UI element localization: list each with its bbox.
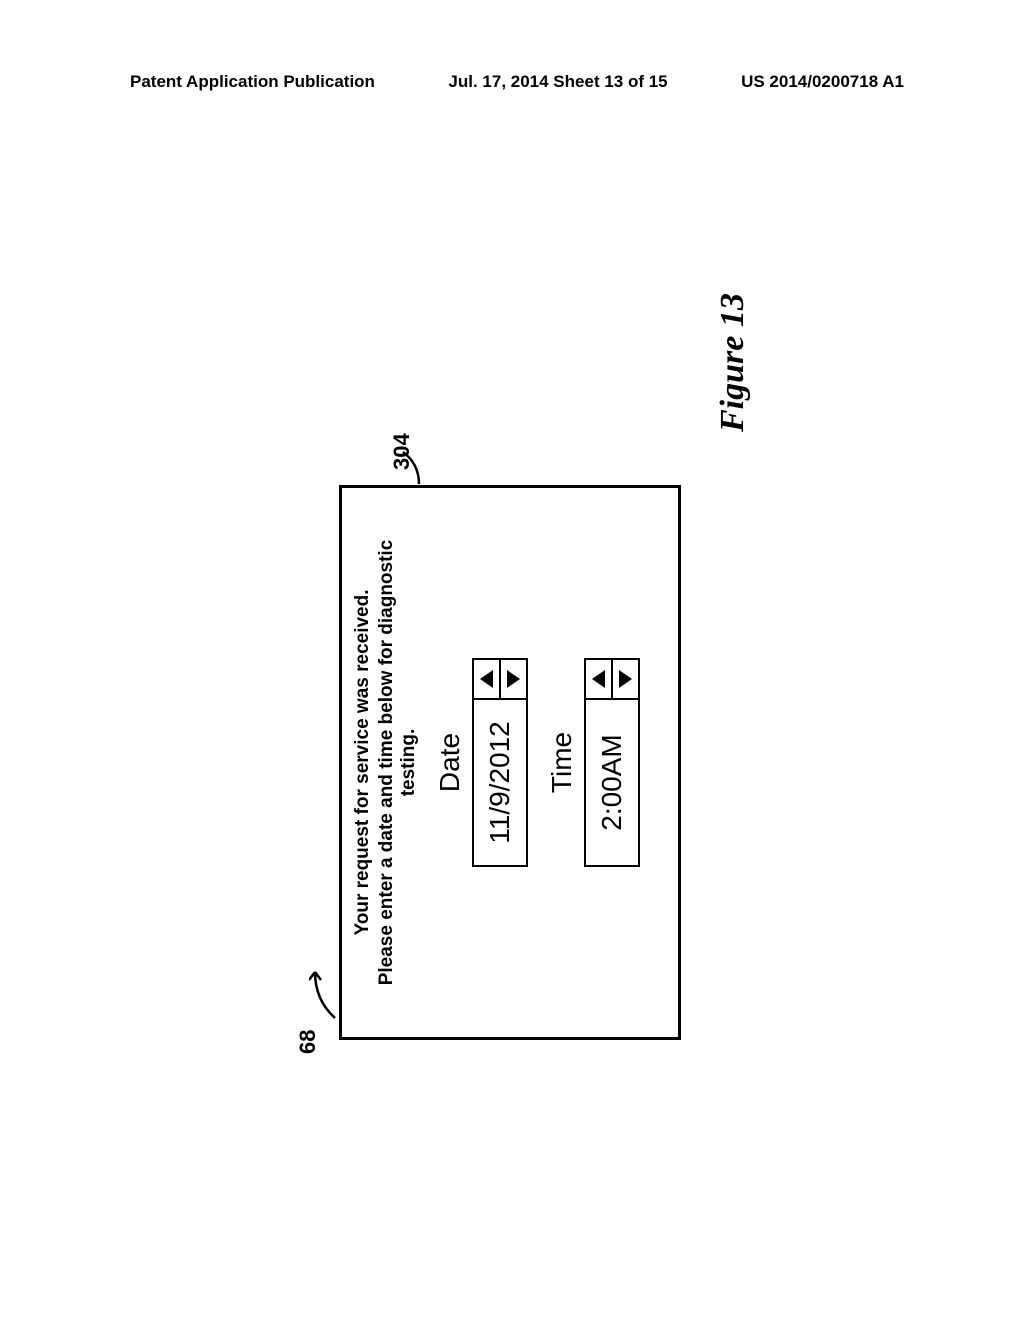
time-down-button[interactable] [611,660,638,698]
figure-caption: Figure 13 [714,293,752,432]
time-label: Time [546,506,578,1019]
triangle-up-icon [592,670,605,688]
triangle-down-icon [619,670,632,688]
date-spinner-buttons [474,660,526,700]
rotated-panel-wrapper: 68 Your request for service was received… [339,280,681,1040]
date-value: 11/9/2012 [474,700,526,865]
time-spinner: 2:00AM [584,658,640,867]
time-value: 2:00AM [586,700,638,865]
figure-area: 68 Your request for service was received… [160,280,860,1040]
date-up-button[interactable] [474,660,499,698]
page-header: Patent Application Publication Jul. 17, … [0,72,1024,92]
message-line-1: Your request for service was received. [352,506,374,1019]
header-right: US 2014/0200718 A1 [741,72,904,92]
triangle-up-icon [480,670,493,688]
time-up-button[interactable] [586,660,611,698]
reference-numeral-68: 68 [295,1030,321,1054]
leader-arrow-icon [309,960,339,1020]
header-mid: Jul. 17, 2014 Sheet 13 of 15 [448,72,667,92]
header-left: Patent Application Publication [130,72,375,92]
dialog-panel: Your request for service was received. P… [339,485,681,1040]
date-spinner: 11/9/2012 [472,658,528,867]
date-label: Date [434,506,466,1019]
date-down-button[interactable] [499,660,526,698]
triangle-down-icon [507,670,520,688]
message-line-2: Please enter a date and time below for d… [376,506,420,1019]
time-spinner-buttons [586,660,638,700]
reference-numeral-304: 304 [389,433,415,470]
